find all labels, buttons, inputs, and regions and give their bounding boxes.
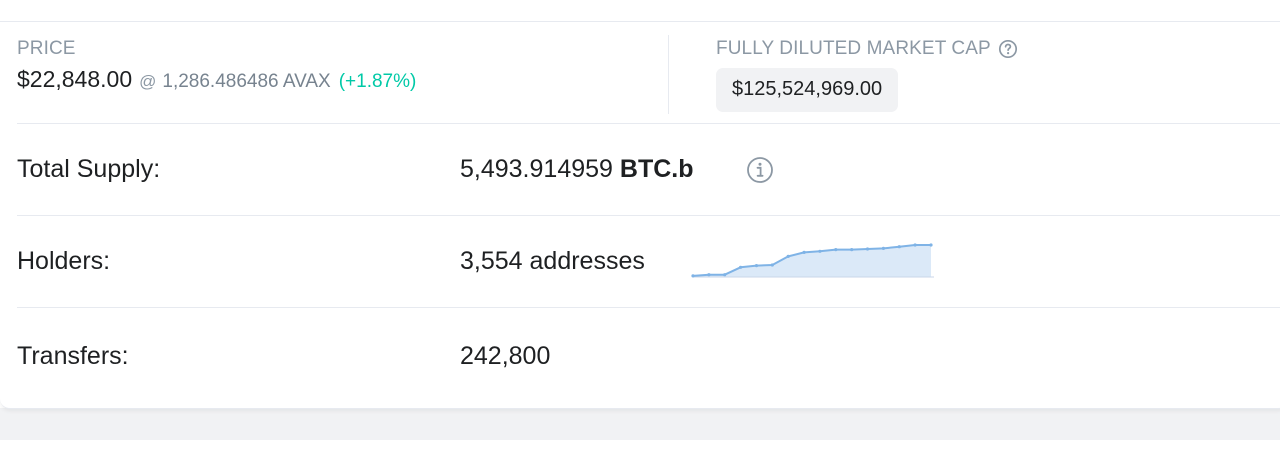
price-value: $22,848.00	[17, 66, 133, 92]
transfers-label: Transfers:	[17, 342, 129, 370]
vertical-divider	[668, 35, 669, 114]
price-avax-value: 1,286.486486 AVAX	[162, 71, 331, 92]
sparkline-point	[754, 264, 759, 268]
sparkline-point	[770, 263, 774, 267]
price-label: PRICE	[17, 38, 76, 59]
price-at-symbol: @	[139, 72, 157, 91]
price-section: PRICE $22,848.00 @ 1,286.486486 AVAX (+1…	[17, 38, 416, 93]
market-cap-section: FULLY DILUTED MARKET CAP $125,524,969.00	[716, 38, 1018, 112]
sparkline-point	[865, 247, 870, 251]
price-change-percent: (+1.87%)	[338, 71, 417, 92]
market-cap-value[interactable]: $125,524,969.00	[716, 68, 899, 112]
row-divider	[17, 215, 1280, 216]
sparkline-point	[850, 248, 854, 252]
total-supply-amount: 5,493.914959	[460, 155, 613, 183]
sparkline-point	[802, 250, 806, 254]
sparkline-point	[881, 246, 885, 250]
sparkline-point	[707, 273, 711, 277]
sparkline-point	[913, 243, 917, 247]
sparkline-point	[897, 245, 901, 249]
market-cap-label: FULLY DILUTED MARKET CAP	[716, 38, 991, 59]
holders-value[interactable]: 3,554 addresses	[460, 247, 645, 275]
question-circle-icon[interactable]	[998, 39, 1018, 59]
sparkline-point	[834, 248, 838, 252]
sparkline-point	[739, 265, 743, 269]
sparkline-point	[818, 249, 822, 253]
top-divider	[0, 21, 1280, 22]
info-circle-icon[interactable]	[746, 156, 774, 184]
row-divider	[17, 123, 1280, 124]
price-line: $22,848.00 @ 1,286.486486 AVAX (+1.87%)	[17, 66, 416, 93]
sparkline-point	[691, 274, 695, 278]
holders-sparkline-chart	[691, 243, 934, 278]
sparkline-point	[929, 243, 933, 247]
sparkline-point	[786, 254, 790, 258]
holders-label: Holders:	[17, 247, 111, 275]
market-cap-label-row: FULLY DILUTED MARKET CAP	[716, 38, 1018, 60]
total-supply-label: Total Supply:	[17, 155, 161, 183]
row-divider	[17, 307, 1280, 308]
sparkline-point	[723, 273, 727, 277]
sparkline-area	[693, 245, 931, 277]
transfers-value: 242,800	[460, 342, 551, 370]
token-overview-card	[0, 408, 1280, 409]
sparkline-line	[692, 244, 931, 277]
total-supply-value: 5,493.914959 BTC.b	[460, 155, 694, 184]
token-symbol: BTC.b	[619, 155, 694, 183]
next-section-strip	[0, 408, 1280, 440]
